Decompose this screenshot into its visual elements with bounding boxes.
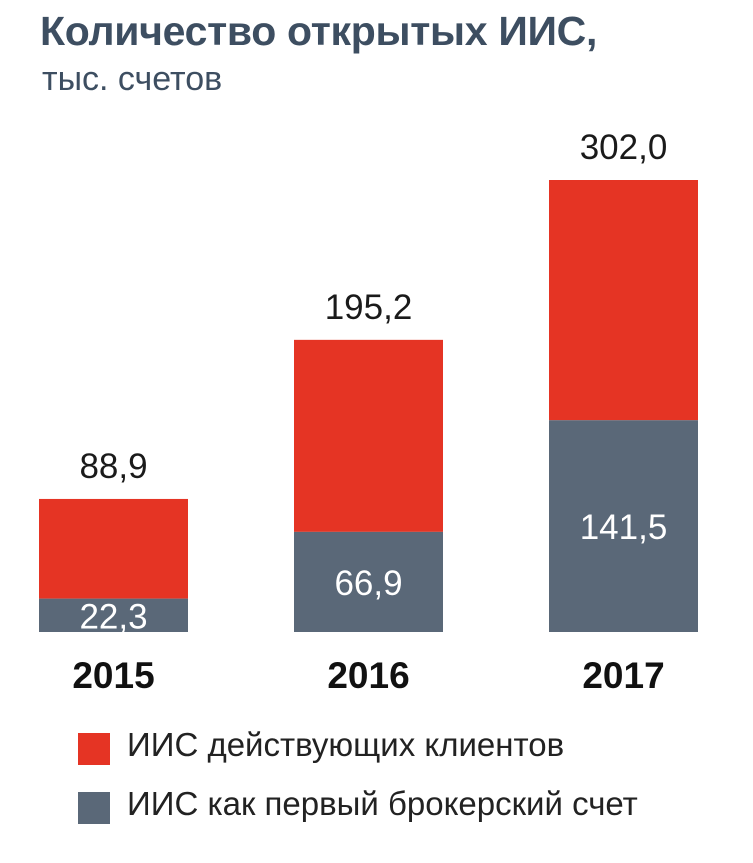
legend-label-active-clients: ИИС действующих клиентов	[127, 726, 565, 763]
bar-first-account-2015	[39, 598, 188, 632]
legend-item-first-account: ИИС как первый брокерский счет	[78, 785, 738, 824]
bar-total-2015: 88,9	[79, 447, 147, 486]
stacked-bar-chart: 22,3 88,9 2015 66,9 195,2 2016 141,5 302,0 2017	[39, 128, 698, 696]
bar-value-first-account-2017: 141,5	[580, 508, 668, 547]
legend-item-active-clients: ИИС действующих клиентов	[78, 726, 738, 765]
chart-subtitle: тыс. счетов	[42, 60, 223, 98]
x-tick-2016: 2016	[327, 655, 409, 696]
legend-swatch-active-clients	[78, 733, 110, 765]
x-tick-2017: 2017	[582, 655, 664, 696]
legend-swatch-first-account	[78, 792, 110, 824]
bar-active-clients-2016	[294, 339, 443, 532]
bar-first-account-2016	[294, 531, 443, 632]
bar-first-account-2017	[549, 420, 698, 632]
x-tick-2015: 2015	[72, 655, 154, 696]
chart-title: Количество открытых ИИС,	[40, 8, 598, 54]
bar-value-first-account-2015: 22,3	[79, 597, 147, 636]
bar-total-2016: 195,2	[325, 288, 413, 327]
legend-label-first-account: ИИС как первый брокерский счет	[127, 785, 638, 822]
bar-total-2017: 302,0	[580, 128, 668, 167]
bar-active-clients-2017	[549, 180, 698, 421]
bar-active-clients-2015	[39, 498, 188, 599]
bar-value-first-account-2016: 66,9	[334, 564, 402, 603]
